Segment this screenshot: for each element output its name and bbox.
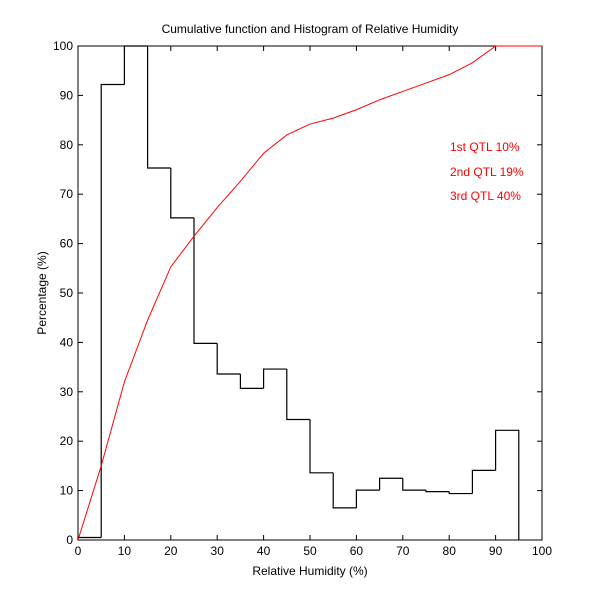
y-tick-label: 30 [60, 385, 74, 399]
y-tick-label: 90 [60, 88, 74, 102]
histogram-bar [495, 429, 520, 540]
plot-area: 0 10 20 30 40 50 60 70 80 90 100 0 10 20 30 40 50 60 70 80… [53, 39, 552, 558]
y-tick-label: 80 [60, 138, 74, 152]
histogram-bar [355, 489, 380, 508]
quantile-annotation: 2nd QTL 19% [450, 165, 524, 179]
y-tick-label: 100 [53, 39, 73, 53]
histogram-series [77, 45, 520, 540]
histogram-bar [216, 343, 241, 375]
y-tick-label: 0 [66, 533, 73, 547]
histogram-bar [332, 472, 357, 509]
cumulative-series [77, 45, 542, 541]
chart-title: Cumulative function and Histogram of Rel… [162, 22, 459, 36]
histogram-bar [123, 45, 148, 85]
y-tick-label: 10 [60, 484, 74, 498]
histogram-bar [309, 419, 334, 474]
y-tick-label: 60 [60, 237, 74, 251]
y-tick-label: 70 [60, 187, 74, 201]
histogram-bar [402, 478, 426, 491]
y-axis-label: Percentage (%) [35, 251, 49, 334]
x-tick-label: 10 [118, 544, 132, 558]
histogram-bar [193, 217, 218, 344]
histogram-bar [239, 374, 264, 389]
x-tick-label: 50 [303, 544, 317, 558]
cumulative-line [77, 45, 542, 541]
histogram-bar [286, 369, 310, 421]
histogram-bar [147, 46, 171, 169]
quantile-annotation: 3rd QTL 40% [450, 189, 521, 203]
histogram-bar [379, 477, 403, 491]
x-tick-label: 80 [443, 544, 457, 558]
y-tick-label: 40 [60, 335, 74, 349]
y-tick-label: 50 [60, 286, 74, 300]
histogram-bar [425, 490, 450, 493]
y-axis: 0 10 20 30 40 50 60 70 80 90 100 [53, 39, 542, 547]
quantile-annotation: 1st QTL 10% [450, 140, 520, 154]
x-tick-label: 0 [75, 544, 82, 558]
histogram-bar [448, 491, 473, 495]
x-axis: 0 10 20 30 40 50 60 70 80 90 100 [75, 46, 552, 558]
x-tick-label: 60 [350, 544, 364, 558]
x-tick-label: 30 [211, 544, 225, 558]
quantile-annotations: 1st QTL 10% 2nd QTL 19% 3rd QTL 40% [450, 140, 524, 203]
y-tick-label: 20 [60, 434, 74, 448]
x-tick-label: 20 [164, 544, 178, 558]
x-tick-label: 70 [396, 544, 410, 558]
histogram-bar [100, 83, 125, 538]
histogram-bar [471, 469, 496, 494]
x-tick-label: 40 [257, 544, 271, 558]
x-axis-label: Relative Humidity (%) [252, 564, 367, 578]
x-tick-label: 90 [489, 544, 503, 558]
x-tick-label: 100 [532, 544, 552, 558]
histogram-bar [263, 368, 287, 389]
histogram-bar [170, 168, 194, 219]
